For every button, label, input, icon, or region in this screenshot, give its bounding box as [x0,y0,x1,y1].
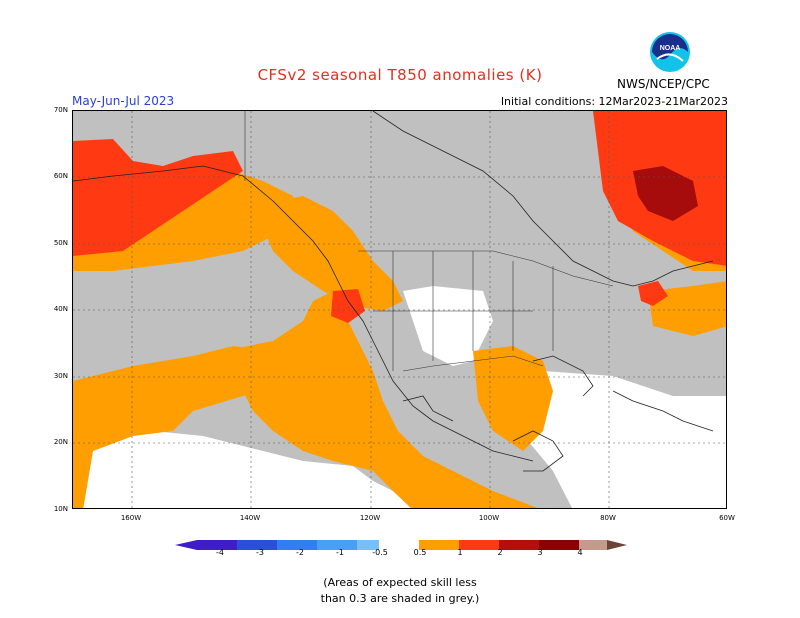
lat-label-70n: 70N [53,106,68,114]
colorbar-swatch-5 [357,540,379,550]
season-label: May-Jun-Jul 2023 [72,94,175,108]
colorbar-swatch-11 [579,540,607,550]
colorbar-label: -4 [216,548,224,557]
lat-label-40n: 40N [53,305,68,313]
political-borders [244,111,614,372]
white-region [73,286,726,508]
colorbar-swatch-2 [237,540,277,550]
colorbar-swatch-10 [539,540,579,550]
colorbar-label: 3 [537,548,543,557]
colorbar-swatch-1 [197,540,237,550]
colorbar-label: -3 [256,548,264,557]
lat-label-30n: 30N [53,372,68,380]
lon-label-160w: 160W [120,514,142,522]
colorbar-arrow-left [175,540,197,550]
lon-label-120w: 120W [359,514,381,522]
skill-note-line1: (Areas of expected skill less [323,576,477,589]
initial-conditions-label: Initial conditions: 12Mar2023-21Mar2023 [500,95,728,108]
lon-label-100w: 100W [478,514,500,522]
colorbar [175,536,627,555]
colorbar-swatch-9 [499,540,539,550]
colorbar-label: 1 [457,548,463,557]
lat-label-50n: 50N [53,239,68,247]
noaa-logo: NOAA [649,31,691,73]
lon-label-80w: 80W [600,514,616,522]
colorbar-label: -2 [296,548,304,557]
colorbar-swatch-8 [459,540,499,550]
colorbar-swatch-6 [379,540,419,550]
colorbar-swatch-4 [317,540,357,550]
org-label: NWS/NCEP/CPC [617,77,710,91]
page-title: CFSv2 seasonal T850 anomalies (K) [257,66,543,84]
anomaly-map [72,110,727,509]
lon-label-60w: 60W [719,514,735,522]
colorbar-label: 4 [577,548,583,557]
lon-label-140w: 140W [239,514,261,522]
lat-label-20n: 20N [53,438,68,446]
colorbar-swatch-3 [277,540,317,550]
lat-label-60n: 60N [53,172,68,180]
darkred-region [633,166,698,221]
colorbar-swatch-7 [419,540,459,550]
coastlines [73,111,714,472]
colorbar-arrow-right [607,540,627,550]
skill-note-line2: than 0.3 are shaded in grey.) [320,592,480,605]
lat-label-10n: 10N [53,505,68,513]
red-region [73,111,726,323]
colorbar-label: 0.5 [413,548,427,557]
colorbar-label: -1 [336,548,344,557]
graticule [73,111,726,508]
svg-text:NOAA: NOAA [660,45,681,52]
colorbar-label: -0.5 [372,548,388,557]
colorbar-label: 2 [497,548,503,557]
